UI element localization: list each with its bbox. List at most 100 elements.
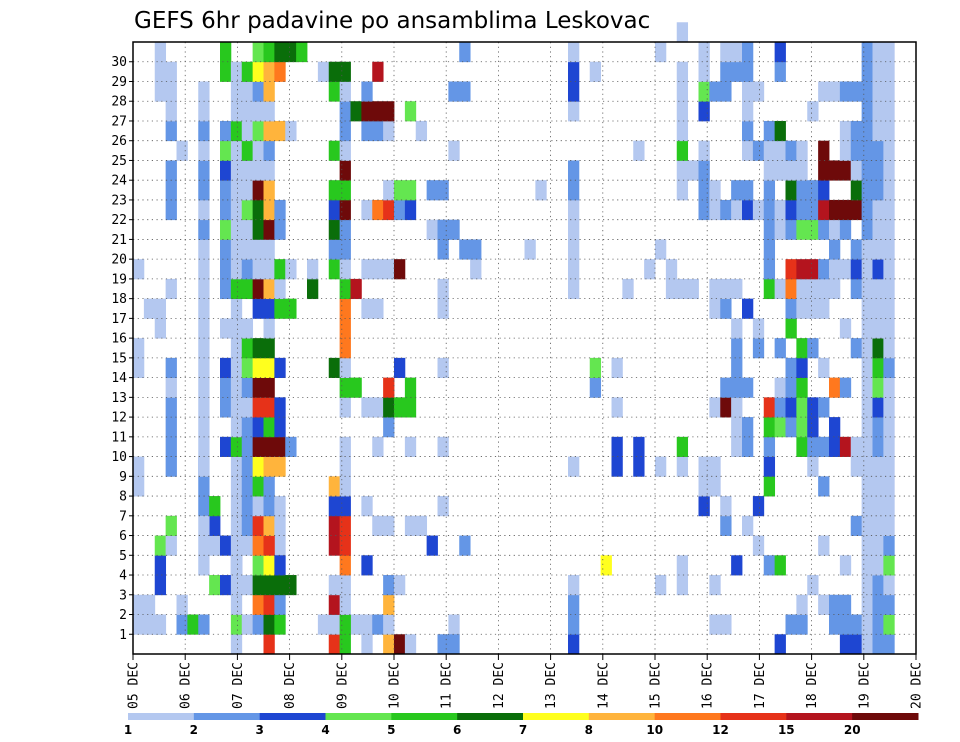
heatmap-cell [241, 278, 254, 300]
heatmap-cell [220, 377, 232, 398]
heatmap-cell [230, 199, 243, 221]
heatmap-cell [839, 634, 852, 655]
heatmap-cell [263, 397, 275, 418]
heatmap-cell [209, 575, 221, 596]
heatmap-cell [339, 634, 351, 655]
heatmap-cell [861, 456, 873, 477]
heatmap-cell [872, 199, 884, 221]
heatmap-cell [285, 298, 297, 319]
heatmap-cell [165, 436, 177, 457]
heatmap-cell [383, 120, 395, 142]
heatmap-cell [742, 436, 754, 457]
heatmap-cell [720, 81, 732, 102]
heatmap-cell [339, 180, 351, 201]
x-tick-label: 05 DEC [127, 662, 142, 709]
heatmap-cell [807, 575, 819, 596]
heatmap-cell [861, 120, 873, 142]
heatmap-cell [568, 259, 580, 280]
y-tick-label: 6 [119, 529, 127, 544]
y-tick-label: 5 [119, 549, 127, 564]
heatmap-cell [818, 357, 830, 379]
heatmap-cell [850, 456, 863, 477]
heatmap-cell [785, 199, 797, 221]
heatmap-cell [807, 259, 819, 280]
heatmap-cell [383, 397, 395, 418]
heatmap-cell [252, 298, 264, 319]
heatmap-cell [230, 259, 243, 280]
heatmap-cell [796, 417, 808, 438]
heatmap-cell [568, 81, 580, 102]
heatmap-cell [252, 594, 264, 615]
heatmap-cell [839, 614, 852, 635]
legend-label: 6 [453, 723, 461, 737]
heatmap-cell [829, 614, 841, 635]
heatmap-cell [709, 614, 721, 635]
heatmap-cell [589, 61, 602, 82]
heatmap-cell [883, 318, 895, 339]
heatmap-cell [361, 555, 373, 576]
heatmap-cell [165, 61, 177, 82]
heatmap-cell [263, 634, 275, 655]
heatmap-cell [339, 397, 351, 418]
legend-swatch [128, 713, 195, 720]
heatmap-cell [274, 555, 286, 576]
legend-label: 3 [256, 723, 264, 737]
heatmap-cell [763, 199, 776, 221]
heatmap-cell [361, 397, 373, 418]
heatmap-cell [165, 377, 177, 398]
heatmap-cell [252, 120, 264, 142]
heatmap-cell [807, 278, 819, 300]
heatmap-cell [230, 594, 243, 615]
heatmap-cell [198, 180, 210, 201]
heatmap-cell [339, 61, 351, 82]
heatmap-cell [383, 259, 395, 280]
heatmap-cell [220, 259, 232, 280]
heatmap-cell [763, 239, 776, 260]
heatmap-cell [394, 259, 406, 280]
heatmap-cell [752, 535, 765, 556]
heatmap-cell [839, 160, 852, 181]
heatmap-cell [731, 417, 743, 438]
heatmap-cell [263, 594, 275, 615]
heatmap-cell [394, 397, 406, 418]
heatmap-cell [198, 160, 210, 181]
heatmap-cell [709, 180, 721, 201]
heatmap-cell [872, 42, 884, 63]
heatmap-cell [198, 219, 210, 240]
heatmap-cell [676, 81, 689, 102]
heatmap-cell [720, 61, 732, 82]
heatmap-cell [850, 278, 863, 300]
heatmap-cell [383, 634, 395, 655]
heatmap-cell [241, 417, 254, 438]
heatmap-cell [861, 259, 873, 280]
heatmap-cell [568, 199, 580, 221]
heatmap-cell [241, 575, 254, 596]
heatmap-cell [296, 42, 308, 63]
heatmap-cell [774, 377, 786, 398]
legend-swatch [523, 713, 590, 720]
heatmap-cell [763, 456, 776, 477]
heatmap-cell [263, 436, 275, 457]
heatmap-cell [872, 515, 884, 536]
heatmap-cell [328, 614, 341, 635]
y-tick-label: 12 [111, 411, 127, 426]
heatmap-cell [383, 594, 395, 615]
heatmap-cell [850, 160, 863, 181]
heatmap-cell [818, 476, 830, 497]
heatmap-cell [829, 436, 841, 457]
heatmap-cell [437, 180, 449, 201]
heatmap-cell [861, 436, 873, 457]
heatmap-cell [807, 397, 819, 418]
heatmap-cell [339, 318, 351, 339]
heatmap-cell [861, 535, 873, 556]
heatmap-cell [328, 515, 341, 536]
heatmap-cell [698, 81, 710, 102]
heatmap-cell [230, 496, 243, 517]
heatmap-cell [850, 81, 863, 102]
heatmap-cell [829, 417, 841, 438]
plot-frame [132, 41, 917, 655]
heatmap-cell [154, 575, 167, 596]
legend-label: 1 [124, 723, 132, 737]
heatmap-cell [220, 140, 232, 161]
